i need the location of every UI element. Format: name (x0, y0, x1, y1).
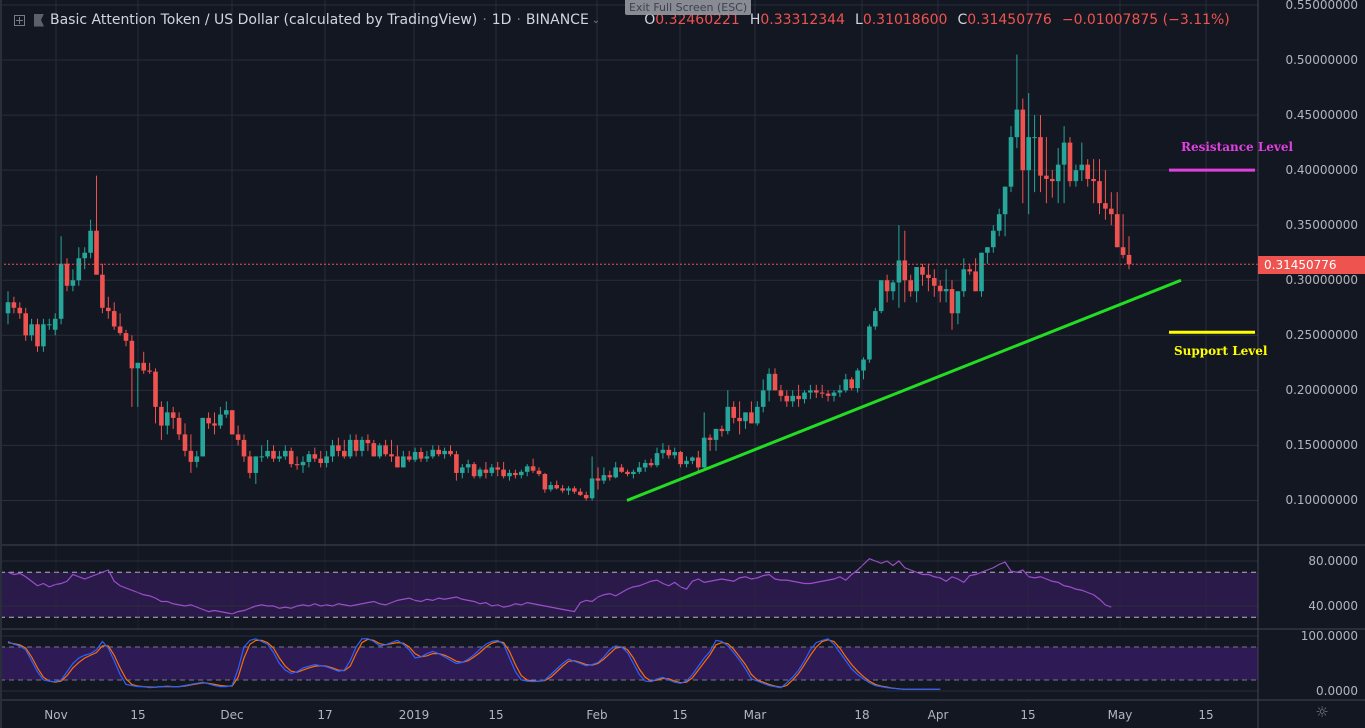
time-tick: 15 (1198, 708, 1214, 722)
expand-icon[interactable] (14, 14, 25, 26)
price-tick: 0.40000000 (1285, 163, 1358, 178)
price-tick: 0.35000000 (1285, 218, 1358, 233)
time-tick: 2019 (398, 708, 430, 722)
rsi-tick: 80.0000 (1308, 554, 1358, 568)
time-tick: May (1107, 708, 1133, 722)
time-tick: Apr (927, 708, 949, 722)
rsi-pane[interactable] (0, 545, 1258, 700)
separator: · (516, 12, 521, 28)
price-tick: 0.45000000 (1285, 108, 1358, 123)
rsi-tick: 40.0000 (1308, 599, 1358, 613)
price-tick: 0.25000000 (1285, 328, 1358, 343)
open-value: 0.32460221 (655, 12, 740, 28)
low-value: 0.31018600 (862, 12, 948, 28)
candlestick-series[interactable] (5, 54, 1132, 501)
price-tick: 0.15000000 (1285, 438, 1358, 453)
current-price-tag: 0.31450776 (1258, 256, 1365, 274)
chevron-down-icon[interactable]: ⌄ (591, 14, 601, 26)
price-tick: 0.55000000 (1285, 0, 1358, 12)
high-value: 0.33312344 (760, 12, 845, 28)
price-tick: 0.20000000 (1285, 383, 1358, 398)
time-tick: 15 (130, 708, 146, 722)
change-value: −0.01007875 (−3.11%) (1061, 12, 1230, 28)
price-tick: 0.30000000 (1285, 273, 1358, 288)
support-label[interactable]: Support Level (1174, 344, 1268, 358)
drawings-layer[interactable] (0, 168, 1258, 502)
time-tick: 15 (672, 708, 688, 722)
stoch-rsi-pane[interactable] (0, 629, 1258, 699)
exchange-label[interactable]: BINANCE (525, 12, 589, 28)
time-tick: 18 (854, 708, 870, 722)
stoch-tick: 0.0000 (1316, 684, 1358, 698)
close-value: 0.31450776 (967, 12, 1052, 28)
resistance-label[interactable]: Resistance Level (1181, 140, 1294, 154)
open-label: O (644, 12, 656, 28)
separator: · (482, 12, 487, 28)
close-label: C (957, 12, 968, 28)
symbol-legend: Basic Attention Token / US Dollar (calcu… (14, 10, 1230, 30)
time-tick: Nov (44, 708, 68, 722)
time-tick: Dec (220, 708, 244, 722)
time-tick: Mar (743, 708, 767, 722)
interval-label[interactable]: 1D (491, 12, 512, 28)
time-tick: Feb (586, 708, 608, 722)
time-tick: 15 (488, 708, 504, 722)
exit-fullscreen-tooltip: Exit Full Screen (ESC) (625, 0, 752, 15)
settings-gear-icon[interactable]: ☼ (1315, 703, 1329, 721)
low-label: L (855, 12, 863, 28)
high-label: H (749, 12, 761, 28)
price-tick: 0.10000000 (1285, 493, 1358, 508)
price-tick: 0.50000000 (1285, 53, 1358, 68)
flag-icon[interactable] (34, 13, 44, 27)
time-tick: 17 (317, 708, 333, 722)
stoch-tick: 100.0000 (1300, 629, 1358, 643)
time-tick: 15 (1020, 708, 1036, 722)
symbol-title[interactable]: Basic Attention Token / US Dollar (calcu… (50, 12, 478, 28)
